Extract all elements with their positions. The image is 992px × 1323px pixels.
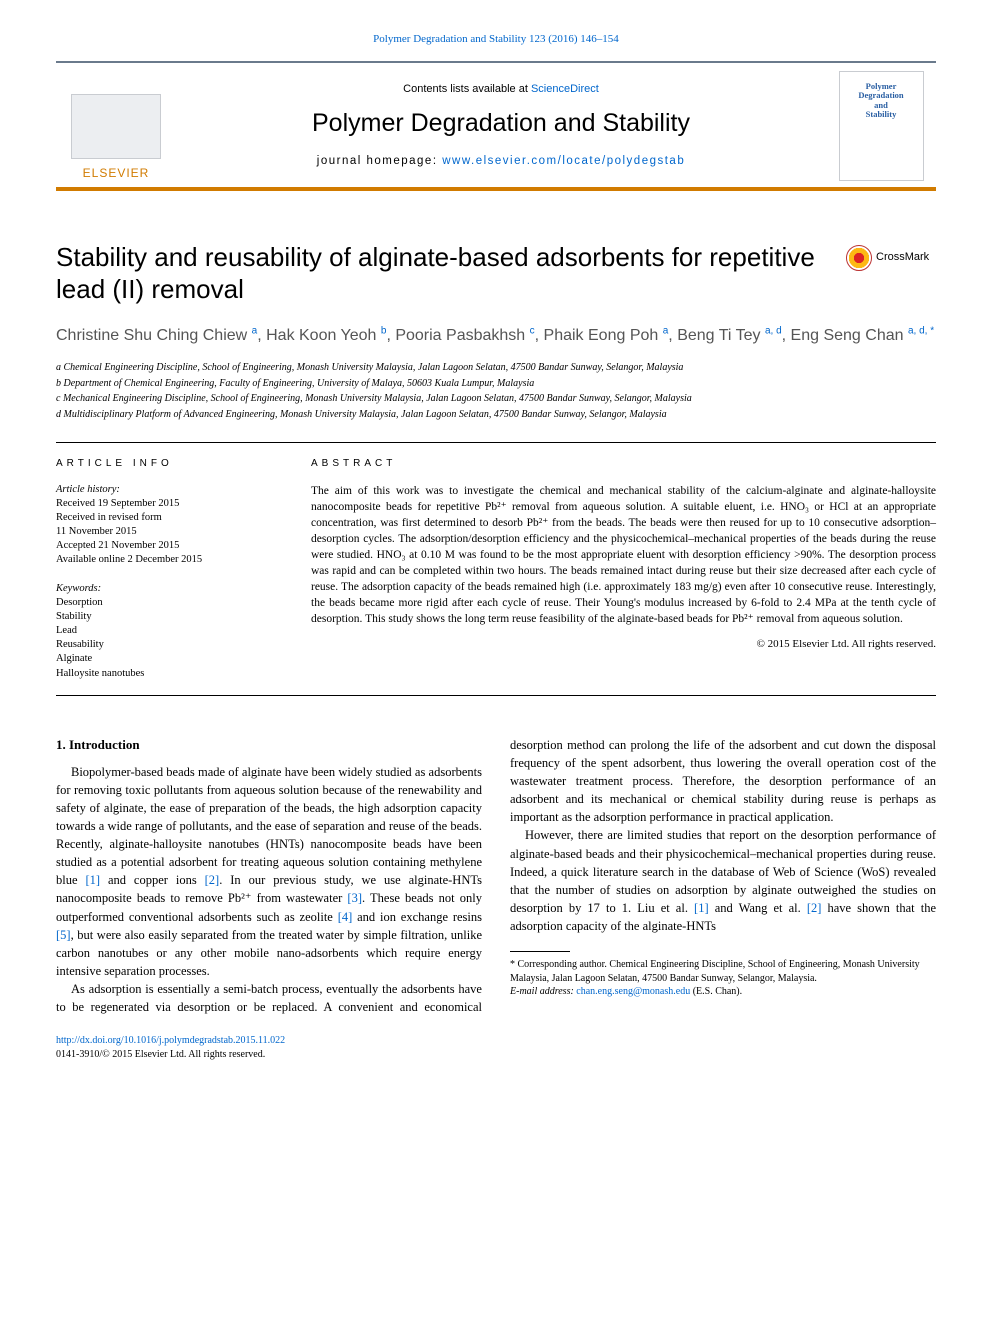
cover-sub: [880, 149, 881, 155]
email-footnote: E-mail address: chan.eng.seng@monash.edu…: [510, 985, 936, 999]
p1a: Biopolymer-based beads made of alginate …: [56, 765, 482, 888]
affil-c: c Mechanical Engineering Discipline, Sch…: [56, 392, 936, 407]
body-two-col: 1. Introduction Biopolymer-based beads m…: [56, 736, 936, 1062]
ref-1[interactable]: [1]: [85, 873, 100, 887]
intro-para-3: However, there are limited studies that …: [510, 826, 936, 935]
intro-heading: 1. Introduction: [56, 736, 482, 755]
ref-3[interactable]: [3]: [347, 891, 362, 905]
keywords-list: Desorption Stability Lead Reusability Al…: [56, 596, 281, 681]
publisher-tree-logo: [71, 94, 161, 159]
kw-0: Desorption: [56, 596, 281, 610]
publisher-block: ELSEVIER: [56, 63, 176, 187]
article-info-col: ARTICLE INFO Article history: Received 1…: [56, 457, 281, 681]
kw-5: Halloysite nanotubes: [56, 667, 281, 681]
history-accepted: Accepted 21 November 2015: [56, 539, 281, 553]
article-history: Article history: Received 19 September 2…: [56, 483, 281, 568]
issn-copyright: 0141-3910/© 2015 Elsevier Ltd. All right…: [56, 1048, 936, 1062]
kw-3: Reusability: [56, 638, 281, 652]
sciencedirect-link[interactable]: ScienceDirect: [531, 83, 599, 95]
crossmark-label: CrossMark: [876, 250, 929, 265]
header-citation: Polymer Degradation and Stability 123 (2…: [56, 32, 936, 47]
kw-4: Alginate: [56, 652, 281, 666]
doi-block: http://dx.doi.org/10.1016/j.polymdegrads…: [56, 1034, 936, 1061]
affil-d: d Multidisciplinary Platform of Advanced…: [56, 408, 936, 423]
doi-link[interactable]: http://dx.doi.org/10.1016/j.polymdegrads…: [56, 1035, 285, 1046]
cover-l4: Stability: [866, 110, 897, 119]
ref-4[interactable]: [4]: [338, 910, 353, 924]
citation-journal: Polymer Degradation and Stability: [373, 33, 526, 45]
journal-title: Polymer Degradation and Stability: [312, 107, 690, 141]
p1f: , but were also easily separated from th…: [56, 928, 482, 978]
corresponding-footnote: * Corresponding author. Chemical Enginee…: [510, 958, 936, 985]
homepage-link[interactable]: www.elsevier.com/locate/polydegstab: [442, 155, 685, 167]
contents-prefix: Contents lists available at: [403, 83, 531, 95]
ref-2[interactable]: [2]: [205, 873, 220, 887]
abstract-col: ABSTRACT The aim of this work was to inv…: [311, 457, 936, 681]
abstract-copyright: © 2015 Elsevier Ltd. All rights reserved…: [311, 637, 936, 652]
footnotes: * Corresponding author. Chemical Enginee…: [510, 958, 936, 999]
journal-banner: ELSEVIER Contents lists available at Sci…: [56, 61, 936, 191]
p3b: and Wang et al.: [709, 901, 807, 915]
ref-1b[interactable]: [1]: [694, 901, 709, 915]
info-abstract-block: ARTICLE INFO Article history: Received 1…: [56, 442, 936, 696]
ref-5[interactable]: [5]: [56, 928, 71, 942]
header-citation-link[interactable]: Polymer Degradation and Stability 123 (2…: [373, 33, 619, 45]
affil-b: b Department of Chemical Engineering, Fa…: [56, 377, 936, 392]
email-link[interactable]: chan.eng.seng@monash.edu: [576, 986, 690, 997]
author-list: Christine Shu Ching Chiew a, Hak Koon Ye…: [56, 324, 936, 347]
email-suffix: (E.S. Chan).: [690, 986, 742, 997]
email-label: E-mail address:: [510, 986, 576, 997]
homepage-prefix: journal homepage:: [317, 155, 442, 167]
intro-para-1: Biopolymer-based beads made of alginate …: [56, 763, 482, 981]
ref-2b[interactable]: [2]: [807, 901, 822, 915]
history-received: Received 19 September 2015: [56, 497, 281, 511]
history-label: Article history:: [56, 483, 281, 497]
footnote-rule: [510, 951, 570, 952]
crossmark-icon: [846, 245, 872, 271]
p1e: and ion exchange resins: [352, 910, 482, 924]
journal-cover-thumb: Polymer Degradation and Stability: [839, 71, 924, 181]
affiliations: a Chemical Engineering Discipline, Schoo…: [56, 361, 936, 422]
history-revised-date: 11 November 2015: [56, 525, 281, 539]
abstract-text: The aim of this work was to investigate …: [311, 483, 936, 628]
article-info-heading: ARTICLE INFO: [56, 457, 281, 471]
abstract-heading: ABSTRACT: [311, 457, 936, 471]
banner-center: Contents lists available at ScienceDirec…: [176, 63, 826, 187]
contents-available-line: Contents lists available at ScienceDirec…: [403, 82, 599, 97]
article-title: Stability and reusability of alginate-ba…: [56, 241, 828, 306]
keywords-label: Keywords:: [56, 582, 281, 596]
publisher-name: ELSEVIER: [83, 165, 150, 181]
banner-cover: Polymer Degradation and Stability: [826, 63, 936, 187]
history-revised: Received in revised form: [56, 511, 281, 525]
history-online: Available online 2 December 2015: [56, 553, 281, 567]
kw-2: Lead: [56, 624, 281, 638]
title-row: Stability and reusability of alginate-ba…: [56, 241, 936, 324]
citation-volpages: 123 (2016) 146–154: [529, 33, 619, 45]
crossmark-badge[interactable]: CrossMark: [846, 241, 936, 271]
journal-homepage-line: journal homepage: www.elsevier.com/locat…: [317, 154, 685, 170]
p1b: and copper ions: [100, 873, 205, 887]
affil-a: a Chemical Engineering Discipline, Schoo…: [56, 361, 936, 376]
kw-1: Stability: [56, 610, 281, 624]
